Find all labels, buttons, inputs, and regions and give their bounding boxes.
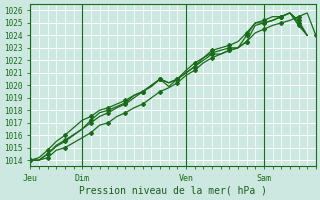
X-axis label: Pression niveau de la mer( hPa ): Pression niveau de la mer( hPa ) — [79, 186, 267, 196]
